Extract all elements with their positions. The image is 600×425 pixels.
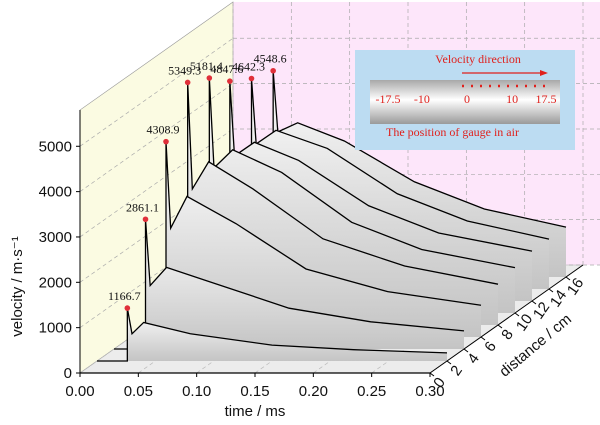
z-tick-label: 2 bbox=[447, 362, 466, 379]
curve bbox=[97, 307, 448, 362]
peak-point bbox=[270, 67, 276, 74]
x-tick-label: 0.20 bbox=[299, 383, 328, 400]
x-tick-label: 0.15 bbox=[240, 383, 269, 400]
z-tick-label: 14 bbox=[547, 287, 570, 310]
peak-label: 4847.6 bbox=[210, 62, 243, 76]
z-tick bbox=[463, 348, 469, 353]
y-tick-label: 5000 bbox=[39, 138, 72, 155]
inset-caption-box: The position of gauge in air bbox=[386, 126, 519, 139]
curve bbox=[114, 219, 465, 350]
z-tick-label: 8 bbox=[498, 326, 517, 343]
y-tick-label: 0 bbox=[64, 365, 72, 382]
grid-line bbox=[79, 37, 234, 147]
grid-line bbox=[79, 83, 234, 192]
peak-label: 5349.3 bbox=[168, 63, 201, 77]
curve-shade bbox=[114, 219, 464, 349]
x-tick-label: 0.00 bbox=[65, 383, 94, 400]
y-tick-label: 3000 bbox=[39, 229, 72, 246]
z-tick bbox=[565, 276, 571, 281]
x-axis-title: time / ms bbox=[225, 403, 286, 420]
arrow-head bbox=[540, 70, 548, 76]
z-tick bbox=[531, 300, 537, 305]
z-axis bbox=[429, 264, 584, 374]
z-tick-label: 12 bbox=[530, 299, 553, 322]
peak-point bbox=[227, 78, 233, 84]
grid-line bbox=[79, 128, 234, 238]
inset-caption: The position of gauge in air bbox=[386, 126, 519, 139]
peak-point bbox=[248, 75, 255, 82]
z-tick bbox=[497, 324, 503, 329]
x-tick-label: 0.30 bbox=[415, 383, 444, 400]
peak-label: 5181.4 bbox=[190, 59, 223, 73]
gauge-position: -17.5 bbox=[376, 92, 401, 106]
peak-point bbox=[142, 216, 149, 223]
gauge-position: 0 bbox=[464, 92, 470, 106]
x-tick-label: 0.05 bbox=[124, 383, 153, 400]
z-tick-label: 16 bbox=[564, 275, 587, 298]
gauge-position: 17.5 bbox=[536, 92, 557, 106]
peak-label: 4548.6 bbox=[254, 52, 287, 66]
z-tick bbox=[446, 360, 452, 365]
x-tick-label: 0.10 bbox=[182, 383, 211, 400]
inset-title: Velocity direction bbox=[435, 52, 521, 66]
gauge-cylinder bbox=[370, 80, 560, 124]
peak-label: 1166.7 bbox=[108, 289, 141, 303]
z-tick-label: 6 bbox=[481, 338, 500, 355]
gauge-position: -10 bbox=[414, 92, 430, 106]
peak-label: 2861.1 bbox=[126, 200, 159, 214]
x-tick-label: 0.25 bbox=[357, 383, 386, 400]
peak-label: 4308.9 bbox=[147, 123, 180, 137]
z-tick bbox=[429, 372, 435, 377]
y-axis-title: velocity / m·s⁻¹ bbox=[9, 236, 26, 336]
y-tick-label: 2000 bbox=[39, 274, 72, 291]
peak-point bbox=[124, 305, 131, 311]
y-tick-label: 1000 bbox=[39, 320, 72, 337]
inset: Velocity direction The position of gauge… bbox=[355, 50, 575, 150]
z-tick bbox=[514, 312, 520, 317]
curve-shade bbox=[97, 308, 447, 361]
z-tick bbox=[548, 288, 554, 293]
z-tick bbox=[480, 336, 486, 341]
peak-point bbox=[163, 138, 169, 145]
peak-label: 4642.3 bbox=[232, 59, 265, 73]
gauge-position: 10 bbox=[506, 92, 518, 106]
y-tick-label: 4000 bbox=[39, 184, 72, 201]
z-tick-label: 10 bbox=[513, 311, 536, 334]
peak-point bbox=[184, 79, 191, 86]
z-tick-label: 4 bbox=[464, 350, 483, 367]
peak-point bbox=[206, 75, 213, 81]
